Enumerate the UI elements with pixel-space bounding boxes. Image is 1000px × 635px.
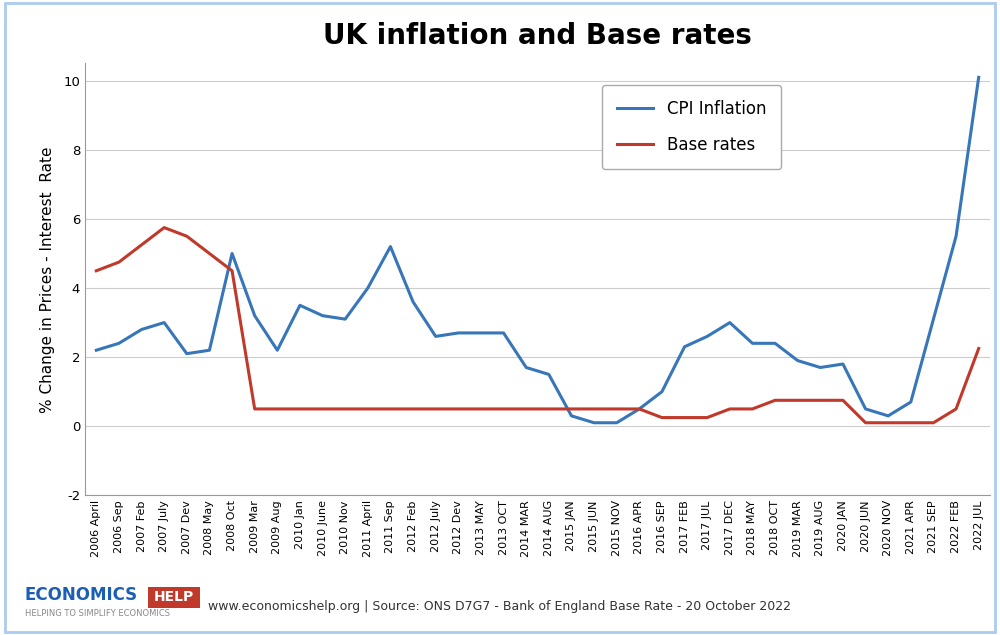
CPI Inflation — [724, 319, 736, 326]
CPI Inflation — [226, 250, 238, 257]
Base rates — [837, 396, 849, 404]
CPI Inflation — [905, 398, 917, 406]
Base rates — [384, 405, 396, 413]
Base rates — [611, 405, 623, 413]
Base rates — [475, 405, 487, 413]
Base rates — [927, 419, 939, 427]
CPI Inflation — [588, 419, 600, 427]
CPI Inflation — [973, 74, 985, 81]
Legend: CPI Inflation, Base rates: CPI Inflation, Base rates — [602, 85, 781, 169]
Text: www.economicshelp.org | Source: ONS D7G7 - Bank of England Base Rate - 20 Octobe: www.economicshelp.org | Source: ONS D7G7… — [208, 599, 792, 613]
CPI Inflation — [837, 360, 849, 368]
Base rates — [362, 405, 374, 413]
CPI Inflation — [158, 319, 170, 326]
Base rates — [136, 241, 148, 249]
CPI Inflation — [181, 350, 193, 358]
CPI Inflation — [339, 316, 351, 323]
Text: ECONOMICS: ECONOMICS — [25, 586, 138, 604]
CPI Inflation — [113, 340, 125, 347]
CPI Inflation — [317, 312, 329, 319]
Base rates — [724, 405, 736, 413]
Base rates — [701, 414, 713, 422]
Base rates — [407, 405, 419, 413]
CPI Inflation — [90, 347, 102, 354]
CPI Inflation — [950, 232, 962, 240]
Base rates — [860, 419, 872, 427]
CPI Inflation — [475, 329, 487, 337]
Line: CPI Inflation: CPI Inflation — [96, 77, 979, 423]
Base rates — [339, 405, 351, 413]
Base rates — [814, 396, 826, 404]
Base rates — [656, 414, 668, 422]
Base rates — [679, 414, 691, 422]
CPI Inflation — [860, 405, 872, 413]
Base rates — [181, 232, 193, 240]
CPI Inflation — [430, 333, 442, 340]
Base rates — [973, 345, 985, 352]
Base rates — [498, 405, 510, 413]
Text: HELPING TO SIMPLIFY ECONOMICS: HELPING TO SIMPLIFY ECONOMICS — [25, 609, 170, 618]
Base rates — [226, 267, 238, 274]
Base rates — [90, 267, 102, 274]
CPI Inflation — [882, 412, 894, 420]
Base rates — [950, 405, 962, 413]
CPI Inflation — [656, 388, 668, 396]
Base rates — [565, 405, 577, 413]
Base rates — [792, 396, 804, 404]
CPI Inflation — [384, 243, 396, 250]
Base rates — [633, 405, 645, 413]
Base rates — [543, 405, 555, 413]
Line: Base rates: Base rates — [96, 227, 979, 423]
Base rates — [203, 250, 215, 257]
Base rates — [249, 405, 261, 413]
Base rates — [905, 419, 917, 427]
Base rates — [588, 405, 600, 413]
CPI Inflation — [792, 357, 804, 364]
Base rates — [452, 405, 464, 413]
CPI Inflation — [294, 302, 306, 309]
CPI Inflation — [249, 312, 261, 319]
Base rates — [430, 405, 442, 413]
Base rates — [769, 396, 781, 404]
CPI Inflation — [611, 419, 623, 427]
Base rates — [158, 224, 170, 231]
CPI Inflation — [452, 329, 464, 337]
CPI Inflation — [520, 364, 532, 371]
Y-axis label: % Change in Prices - Interest  Rate: % Change in Prices - Interest Rate — [40, 146, 55, 413]
Base rates — [317, 405, 329, 413]
FancyBboxPatch shape — [144, 585, 204, 610]
Base rates — [746, 405, 758, 413]
Base rates — [113, 258, 125, 266]
CPI Inflation — [701, 333, 713, 340]
CPI Inflation — [769, 340, 781, 347]
CPI Inflation — [543, 371, 555, 378]
CPI Inflation — [565, 412, 577, 420]
CPI Inflation — [203, 347, 215, 354]
CPI Inflation — [814, 364, 826, 371]
CPI Inflation — [407, 298, 419, 305]
CPI Inflation — [927, 316, 939, 323]
Title: UK inflation and Base rates: UK inflation and Base rates — [323, 22, 752, 50]
CPI Inflation — [271, 347, 283, 354]
Base rates — [882, 419, 894, 427]
Base rates — [271, 405, 283, 413]
Base rates — [294, 405, 306, 413]
CPI Inflation — [633, 405, 645, 413]
CPI Inflation — [679, 343, 691, 351]
Base rates — [520, 405, 532, 413]
Text: HELP: HELP — [154, 590, 194, 605]
CPI Inflation — [362, 284, 374, 292]
CPI Inflation — [746, 340, 758, 347]
CPI Inflation — [136, 326, 148, 333]
CPI Inflation — [498, 329, 510, 337]
